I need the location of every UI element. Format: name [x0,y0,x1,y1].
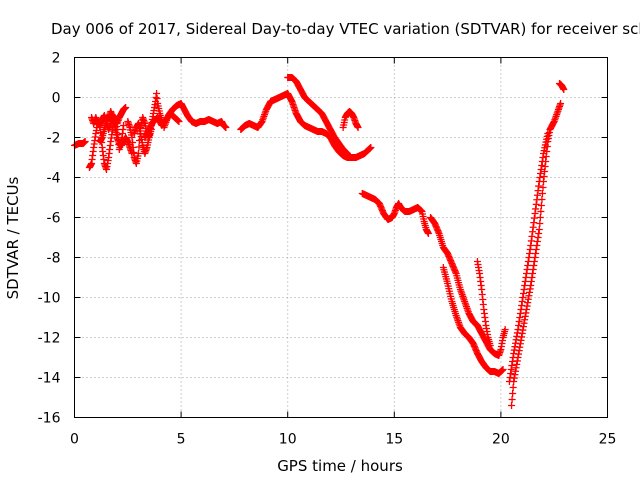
data-point [128,150,136,157]
y-tick-label: -12 [38,331,61,347]
x-tick-label: 25 [599,432,617,448]
data-point [544,130,552,137]
data-point [539,184,547,191]
data-point [122,104,130,111]
x-tick-labels: 0 5 10 15 20 25 [70,432,616,448]
data-points [71,74,568,409]
x-tick-label: 15 [385,432,403,448]
y-tick-label: -8 [47,251,61,267]
data-point [501,326,509,333]
data-point [508,402,516,409]
data-point [557,100,565,107]
data-point [508,396,516,403]
data-point [120,122,128,129]
data-point [343,150,351,157]
data-point [81,138,89,145]
y-tick-label: -2 [47,131,61,147]
chart-title: Day 006 of 2017, Sidereal Day-to-day VTE… [51,20,640,38]
x-tick-label: 0 [70,432,79,448]
y-tick-label: -14 [38,371,61,387]
y-tick-label: 0 [52,91,61,107]
y-tick-labels: -16 -14 -12 -10 -8 -6 -4 -2 0 2 [38,51,61,427]
data-point [537,208,545,215]
data-point [499,366,507,373]
data-point [535,226,543,233]
data-point [538,190,546,197]
plot-frame [74,57,608,418]
data-point [509,384,517,391]
data-point [486,342,494,349]
data-point [536,220,544,227]
y-axis-label: SDTVAR / TECUs [4,176,22,299]
y-tick-label: -16 [38,411,61,427]
data-point [537,202,545,209]
x-tick-label: 5 [177,432,186,448]
x-tick-label: 10 [279,432,297,448]
data-point [134,150,142,157]
y-tick-label: -6 [47,211,61,227]
data-point [509,390,517,397]
data-point [175,118,183,125]
x-tick-label: 20 [492,432,510,448]
data-point [367,144,375,151]
y-tick-label: -4 [47,171,61,187]
x-axis-label: GPS time / hours [277,457,403,475]
data-point [424,230,432,237]
data-point [354,124,362,131]
y-tick-label: -10 [38,291,61,307]
data-point [222,124,230,131]
y-tick-label: 2 [52,51,61,67]
data-point [560,86,568,93]
data-point [536,214,544,221]
